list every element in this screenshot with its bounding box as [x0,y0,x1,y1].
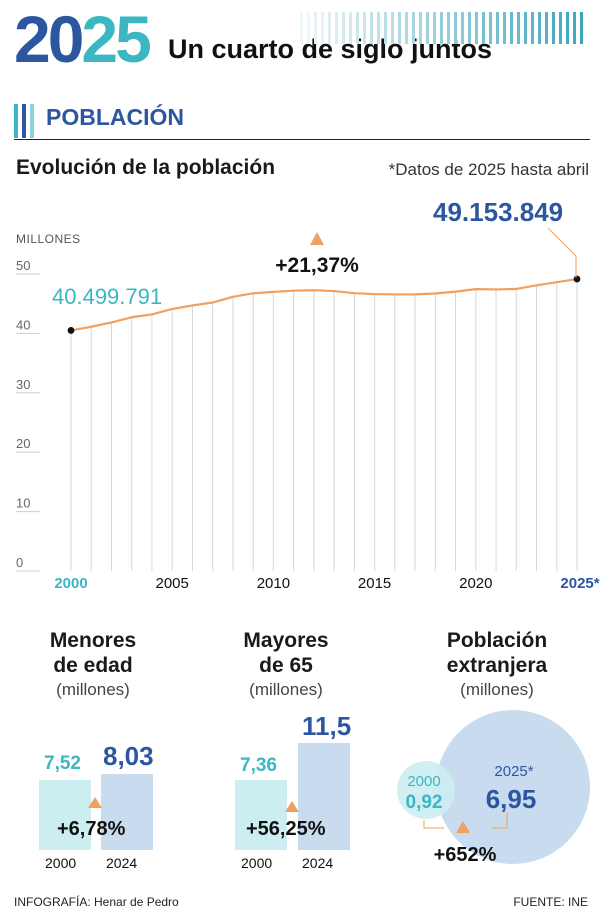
data-point-2000 [67,327,75,334]
menores-value-2000: 7,52 [44,753,81,774]
logo-part-2: 25 [81,2,151,76]
stat-menores-title: Menores de edad [0,628,193,678]
stat-menores-title-line1: Menores [49,629,137,652]
stat-menores-unit: (millones) [56,680,130,699]
x-tick-label-2005: 2005 [156,575,189,592]
logo-part-1: 20 [14,2,84,76]
menores-bar-2000 [39,780,91,850]
x-tick-label-2015: 2015 [358,575,391,592]
menores-change: +6,78% [57,818,126,840]
menores-increase-icon [88,797,102,808]
stat-extranjera-title-line1: Población [446,629,548,652]
section-bar-1 [14,104,18,138]
mayores-bar-2024 [298,743,350,850]
footer-credit: INFOGRAFÍA: Henar de Pedro [14,895,179,909]
x-tick-label-2020: 2020 [459,575,492,592]
stat-mayores-title-line1: Mayores [243,629,329,652]
stat-mayores-unit: (millones) [249,680,323,699]
data-point-2025 [573,275,581,283]
extranjera-change: +652% [434,844,497,866]
extranjera-leader-b [492,812,508,829]
extranjera-value-b: 6,95 [486,784,537,814]
y-tick-label-20: 20 [16,436,30,451]
extranjera-bubble-2025 [436,710,590,864]
mayores-increase-icon [285,801,299,812]
end-value-leader [547,227,577,278]
mayores-value-2000: 7,36 [240,755,277,776]
section-bar-2 [22,104,26,138]
y-tick-label-40: 40 [16,317,30,332]
extranjera-year-b: 2025* [494,763,533,780]
stat-extranjera-unit: (millones) [460,680,534,699]
mayores-change: +56,25% [246,818,326,840]
extranjera-value-a: 0,92 [406,792,443,813]
mayores-value-2024: 11,5 [302,711,352,741]
increase-triangle-icon [310,232,324,245]
footer-source: FUENTE: INE [513,895,588,909]
logo-2025: 2025 [14,6,152,72]
stat-extranjera-title-line2: extranjera [446,654,548,677]
mayores-bar-2000 [235,780,287,850]
chart-note: *Datos de 2025 hasta abril [388,160,589,179]
chart-title: Evolución de la población [16,156,276,179]
section-title: POBLACIÓN [46,104,184,130]
menores-year-b: 2024 [106,855,138,871]
x-tick-label-2010: 2010 [257,575,290,592]
y-tick-label-50: 50 [16,258,30,273]
stat-mayores-title: Mayores de 65 [186,628,386,678]
stat-menores-title-line2: de edad [53,654,133,677]
x-tick-label-2025: 2025* [560,575,599,592]
change-label: +21,37% [275,254,359,277]
stat-mayores-title-line2: de 65 [259,654,313,677]
extranjera-leader-a [423,820,444,829]
end-value-label: 49.153.849 [433,197,563,227]
y-tick-label-0: 0 [16,555,23,570]
extranjera-year-a: 2000 [407,773,440,790]
menores-value-2024: 8,03 [103,741,154,771]
menores-bar-2024 [101,774,153,850]
population-series-line [70,277,578,332]
section-bar-3 [30,104,34,138]
extranjera-bubbles: 2000 0,92 2025* 6,95 +652% [397,710,590,866]
y-axis-unit-label: MILLONES [16,232,81,246]
menores-year-a: 2000 [45,855,77,871]
mayores-year-a: 2000 [241,855,273,871]
start-value-label: 40.499.791 [52,284,162,309]
extranjera-increase-icon [456,821,470,833]
mayores-year-b: 2024 [302,855,334,871]
y-tick-label-30: 30 [16,377,30,392]
population-line-chart: 0 10 20 30 40 50 2000 2005 2010 2015 2020 2025* MIL… [16,197,600,592]
section-divider [14,139,590,140]
stat-extranjera-title: Población extranjera [397,628,597,678]
extranjera-bubble-2000 [397,761,455,819]
x-tick-label-2000: 2000 [54,575,87,592]
y-tick-label-10: 10 [16,496,30,511]
